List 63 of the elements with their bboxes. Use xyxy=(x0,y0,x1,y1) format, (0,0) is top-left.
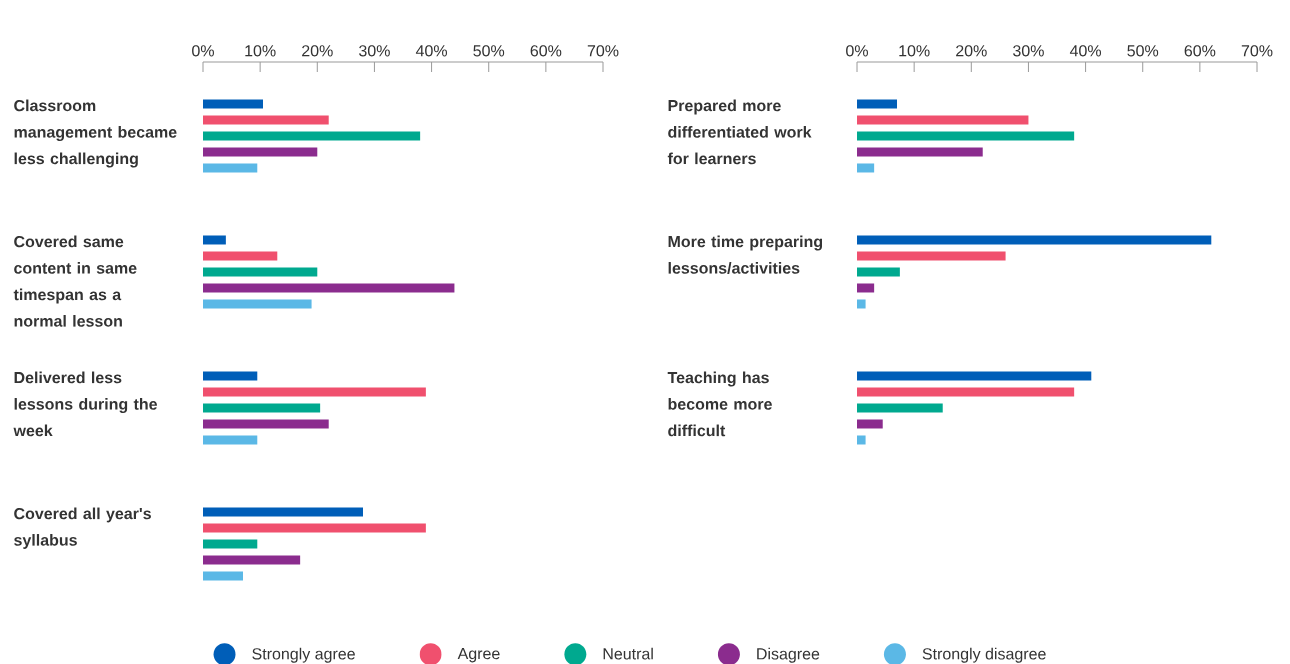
bar xyxy=(857,99,898,109)
legend-label: Agree xyxy=(457,648,500,663)
bar xyxy=(203,299,312,309)
x-tick-label: 20% xyxy=(302,45,333,57)
bar xyxy=(857,419,883,429)
bar xyxy=(857,283,875,293)
bar xyxy=(203,403,321,413)
x-tick-label: 60% xyxy=(530,45,562,57)
y-tick-label: Delivered less lessons during the week xyxy=(13,371,157,437)
legend-label: Strongly agree xyxy=(252,647,355,663)
bar xyxy=(203,523,426,533)
bar xyxy=(857,251,1006,261)
bar xyxy=(203,555,301,565)
bar xyxy=(857,235,1212,245)
bar xyxy=(857,147,983,157)
bar xyxy=(857,435,866,445)
legend-label: Neutral xyxy=(603,647,653,660)
bar xyxy=(203,163,258,173)
bar xyxy=(203,435,258,445)
x-tick-label: 10% xyxy=(899,45,930,57)
x-tick-label: 0% xyxy=(846,45,868,57)
y-tick-label: Prepared more differentiated work for learners xyxy=(667,99,812,165)
x-tick-label: 70% xyxy=(1241,45,1273,57)
bar xyxy=(857,163,875,173)
bar xyxy=(203,131,421,141)
x-tick-label: 30% xyxy=(1013,45,1044,57)
x-tick-label: 70% xyxy=(587,45,619,57)
bar xyxy=(857,403,943,413)
bar xyxy=(203,147,318,157)
bar xyxy=(203,99,263,109)
x-tick-label: 30% xyxy=(359,45,390,57)
x-tick-label: 50% xyxy=(473,45,505,57)
bar xyxy=(203,539,258,549)
bar xyxy=(203,115,329,125)
y-tick-label: Covered all year's syllabus xyxy=(14,507,151,549)
y-tick-label: Classroom management became less challenging xyxy=(14,99,177,168)
bar xyxy=(857,115,1029,125)
bar xyxy=(857,131,1075,141)
bar xyxy=(203,267,318,277)
x-tick-label: 40% xyxy=(1069,45,1102,57)
y-tick-label: More time preparing lessons/activities xyxy=(668,235,823,274)
x-tick-label: 10% xyxy=(245,45,276,57)
bar xyxy=(857,387,1075,397)
bar xyxy=(203,251,278,261)
legend-label: Disagree xyxy=(757,647,820,663)
bar xyxy=(857,267,900,277)
bar xyxy=(203,571,243,581)
bar xyxy=(203,387,426,397)
legend-label: Strongly disagree xyxy=(922,647,1046,663)
x-tick-label: 0% xyxy=(192,45,214,57)
bar xyxy=(857,299,866,309)
bar xyxy=(203,371,258,381)
y-tick-label: Teaching has become more difficult xyxy=(667,371,772,437)
x-tick-label: 20% xyxy=(956,45,987,57)
x-tick-label: 50% xyxy=(1127,45,1159,57)
bar xyxy=(203,235,226,245)
x-tick-label: 40% xyxy=(415,45,448,57)
bar xyxy=(203,419,329,429)
bar xyxy=(203,283,455,293)
x-tick-label: 60% xyxy=(1184,45,1216,57)
bar xyxy=(857,371,1092,381)
y-tick-label: Covered same content in same timespan as a normal lesson xyxy=(13,235,137,327)
bar xyxy=(203,507,363,517)
